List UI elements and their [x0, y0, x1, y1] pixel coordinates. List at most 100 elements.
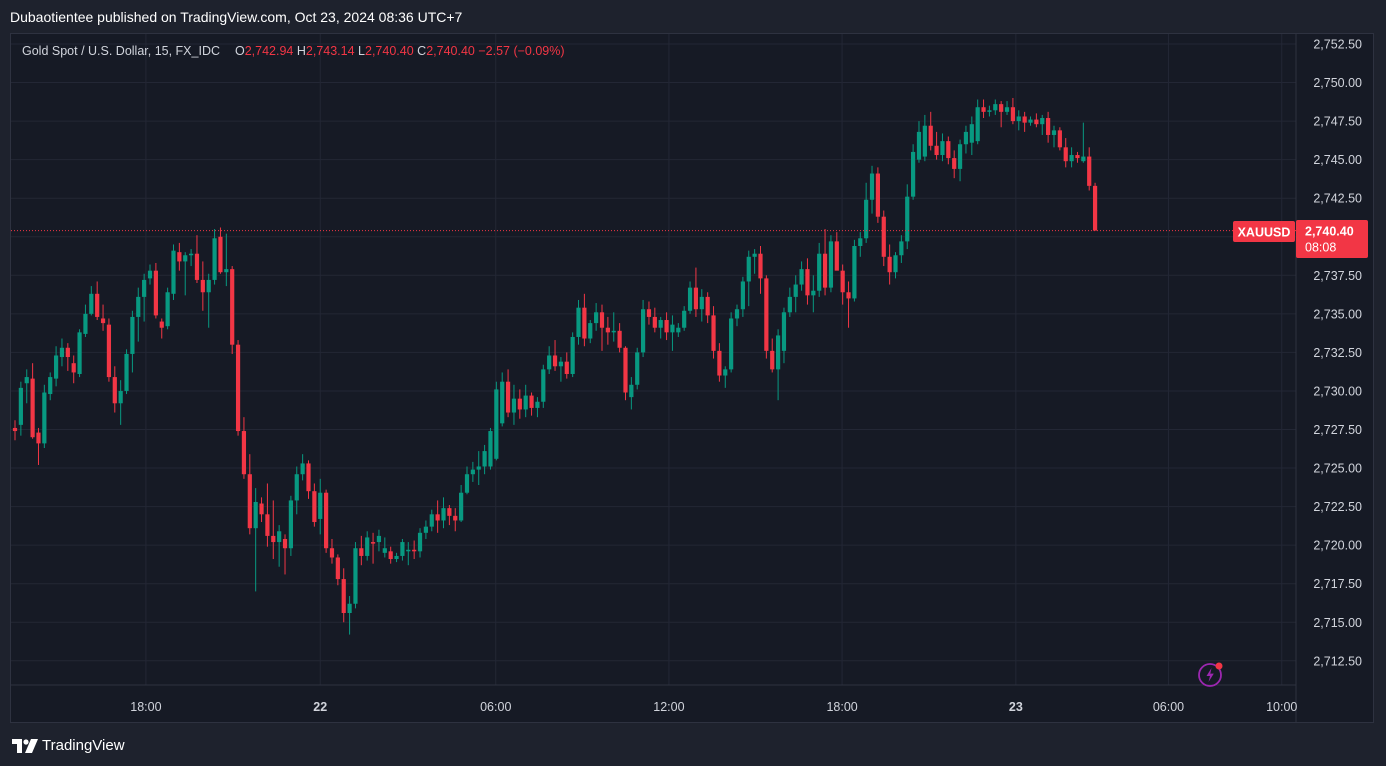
candle-body [599, 312, 605, 328]
candle-body [846, 292, 851, 299]
candle-body [464, 474, 470, 493]
candle-body [288, 500, 293, 549]
candle-body [147, 270, 153, 279]
candle-body [858, 238, 863, 247]
candle-body [864, 199, 869, 239]
candle-body [335, 557, 340, 580]
candle-body [1022, 116, 1027, 123]
y-tick-label: 2,725.00 [1313, 462, 1362, 476]
tradingview-logo[interactable]: TradingView [12, 737, 125, 754]
candle-body [241, 431, 247, 475]
candle-body [576, 307, 581, 337]
candle-body [905, 196, 910, 242]
candle-body [676, 327, 681, 333]
candle-body [1063, 147, 1068, 162]
candle-body [224, 269, 229, 273]
candle-body [171, 250, 176, 294]
candle-body [1016, 116, 1021, 122]
candle-body [53, 355, 59, 379]
candle-body [130, 316, 135, 354]
candle-body [1040, 118, 1045, 125]
price-tag-symbol: XAUUSD [1238, 226, 1291, 240]
candle-body [95, 293, 100, 317]
candle-body [558, 361, 564, 367]
candle-body [711, 315, 716, 351]
y-tick-label: 2,715.00 [1313, 616, 1362, 630]
x-tick-label: 12:00 [653, 700, 684, 714]
candle-body [1034, 119, 1039, 125]
candle-body [922, 125, 927, 157]
candle-body [24, 377, 29, 384]
candle-body [946, 141, 951, 159]
candle-body [899, 241, 904, 256]
candle-body [388, 551, 393, 560]
candle-body [981, 107, 986, 112]
candle-body [476, 466, 481, 470]
candles [12, 97, 1098, 635]
y-tick-label: 2,745.00 [1313, 153, 1362, 167]
candle-body [629, 384, 634, 398]
candle-body [928, 125, 933, 146]
candle-body [500, 381, 505, 424]
candle-body [1069, 155, 1074, 162]
candle-body [623, 347, 628, 393]
candle-body [740, 281, 745, 310]
candle-body [441, 508, 446, 521]
candle-body [329, 548, 335, 558]
candle-body [893, 255, 898, 273]
candle-body [746, 256, 751, 282]
candle-body [828, 241, 834, 288]
candle-body [640, 309, 646, 353]
candle-body [230, 269, 235, 345]
candle-body [916, 131, 922, 160]
flash-icon[interactable] [1198, 661, 1224, 687]
candle-body [635, 352, 640, 385]
candle-body [124, 353, 129, 391]
candle-body [453, 515, 458, 521]
candle-body [934, 145, 939, 156]
price-tag-symbol-bg [1233, 221, 1295, 242]
candle-body [699, 296, 704, 310]
candle-body [65, 347, 70, 358]
candle-body [523, 395, 528, 410]
candle-body [517, 398, 522, 410]
candle-body [294, 474, 299, 501]
candle-body [957, 144, 963, 169]
candle-body [652, 316, 657, 328]
candle-body [875, 173, 880, 217]
candle-body [165, 292, 170, 327]
candle-body [693, 287, 699, 310]
candle-body [588, 323, 593, 339]
candle-body [582, 307, 587, 339]
candle-body [370, 542, 376, 544]
candle-body [594, 312, 599, 324]
candle-body [206, 279, 211, 293]
candle-body [793, 284, 798, 297]
candle-body [535, 401, 540, 408]
candle-body [183, 255, 188, 262]
close-value: 2,740.40 [426, 44, 475, 58]
candle-body [118, 390, 123, 404]
candle-body [1046, 118, 1051, 135]
x-tick-label: 10:00 [1266, 700, 1297, 714]
price-tag-countdown: 08:08 [1305, 241, 1336, 255]
candle-body [189, 253, 194, 256]
y-tick-label: 2,732.50 [1313, 346, 1362, 360]
candle-body [658, 320, 663, 328]
candle-body [376, 535, 382, 543]
candle-body [999, 104, 1004, 112]
candle-body [259, 503, 264, 515]
candle-body [840, 270, 845, 293]
candle-body [705, 296, 710, 316]
candle-body [89, 293, 94, 314]
candle-body [734, 309, 740, 319]
instrument-name[interactable]: Gold Spot / U.S. Dollar, 15, FX_IDC [22, 44, 220, 58]
candle-body [547, 355, 552, 370]
candle-body [811, 290, 816, 296]
candle-body [1081, 156, 1086, 162]
candle-body [664, 320, 669, 333]
y-tick-label: 2,750.00 [1313, 76, 1362, 90]
candle-body [18, 387, 23, 425]
candle-body [770, 350, 775, 370]
